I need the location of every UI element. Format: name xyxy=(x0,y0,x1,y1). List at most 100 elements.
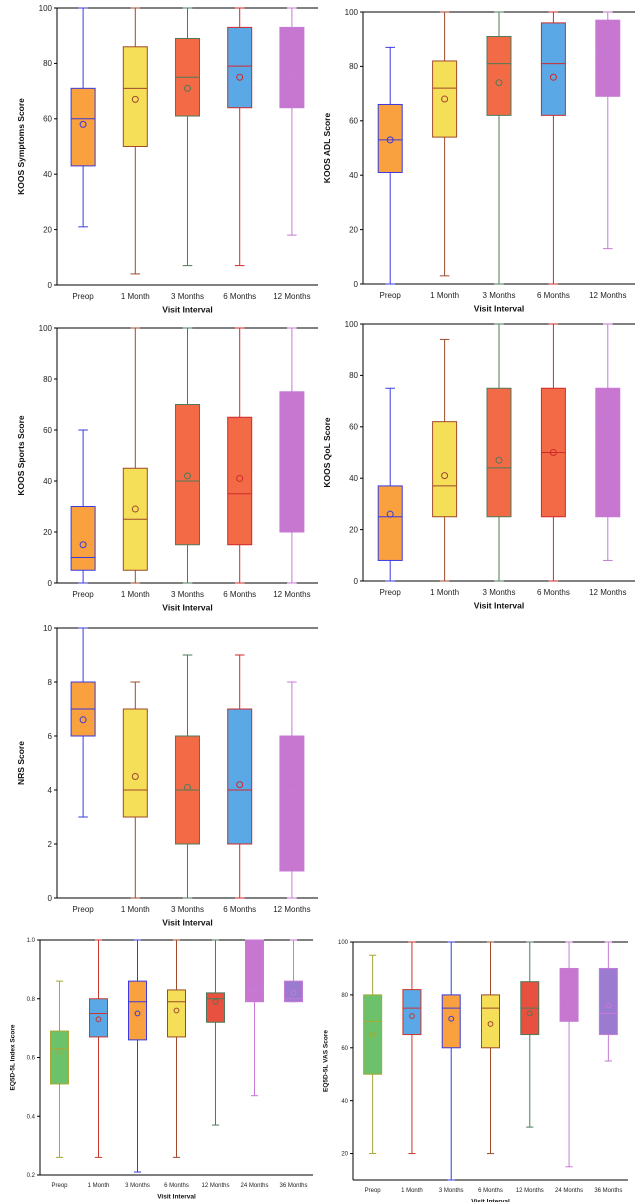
y-tick-label: 60 xyxy=(43,115,52,124)
mean-marker xyxy=(134,1010,141,1017)
mean-marker xyxy=(131,95,139,103)
y-tick-label: 60 xyxy=(341,1046,348,1052)
box-4 xyxy=(167,989,186,1038)
y-tick-label: 20 xyxy=(349,225,358,234)
box-5 xyxy=(206,992,225,1023)
y-axis-label: EQ5D-5L VAS Score xyxy=(322,1030,329,1092)
x-tick-label: 6 Months xyxy=(478,1188,503,1194)
y-axis-label: KOOS ADL Score xyxy=(322,113,332,184)
x-tick-label: 1 Month xyxy=(401,1188,423,1194)
box-2 xyxy=(122,708,148,818)
x-tick-label: 3 Months xyxy=(171,590,204,599)
x-tick-label: 1 Month xyxy=(121,905,150,914)
y-tick-label: 0.4 xyxy=(27,1114,36,1120)
box-2 xyxy=(432,421,458,518)
y-tick-label: 80 xyxy=(349,62,358,71)
chart-panel-2: 0 20 40 60 80 100 Preop 1 Month 3 Months 6 Months… xyxy=(322,8,635,314)
y-tick-label: 60 xyxy=(349,423,358,432)
x-tick-label: Preop xyxy=(380,291,402,300)
x-tick-label: Preop xyxy=(72,590,94,599)
y-tick-label: 6 xyxy=(48,732,53,741)
x-tick-label: 6 Months xyxy=(223,590,256,599)
x-tick-label: 3 Months xyxy=(483,588,516,597)
mean-marker xyxy=(441,95,449,103)
y-axis-label: KOOS Sports Score xyxy=(16,415,26,496)
y-tick-label: 20 xyxy=(341,1152,348,1158)
x-axis-label: Visit Interval xyxy=(162,603,212,613)
x-tick-label: 12 Months xyxy=(516,1188,544,1194)
x-tick-label: Preop xyxy=(380,588,402,597)
y-tick-label: 80 xyxy=(341,993,348,999)
x-tick-label: 24 Months xyxy=(240,1183,268,1189)
x-tick-label: 3 Months xyxy=(125,1183,150,1189)
mean-marker xyxy=(369,1031,376,1038)
mean-marker xyxy=(184,472,191,480)
mean-marker xyxy=(288,789,296,797)
box-3 xyxy=(486,35,512,116)
x-axis-label: Visit Interval xyxy=(471,1199,510,1202)
mean-marker xyxy=(549,73,557,81)
x-tick-label: 24 Months xyxy=(555,1188,583,1194)
y-tick-label: 0.8 xyxy=(27,997,36,1003)
box-6 xyxy=(245,939,264,1003)
mean-marker xyxy=(290,989,297,996)
x-tick-label: Preop xyxy=(365,1188,382,1194)
box-4 xyxy=(540,22,566,116)
x-tick-label: Preop xyxy=(51,1183,68,1189)
box-1 xyxy=(50,1030,69,1085)
x-tick-label: 6 Months xyxy=(223,905,256,914)
y-tick-label: 80 xyxy=(43,59,52,68)
y-tick-label: 20 xyxy=(43,528,52,537)
x-axis-label: Visit Interval xyxy=(474,304,524,314)
x-tick-label: Preop xyxy=(72,905,94,914)
x-tick-label: 1 Month xyxy=(430,291,459,300)
x-tick-label: 3 Months xyxy=(171,905,204,914)
box-2 xyxy=(89,998,108,1038)
box-5 xyxy=(595,19,621,97)
mean-marker xyxy=(79,120,87,128)
y-tick-label: 0 xyxy=(48,894,53,903)
mean-marker xyxy=(236,474,244,482)
y-tick-label: 0.6 xyxy=(27,1056,36,1062)
y-axis-label: EQ5D-5L Index Score xyxy=(9,1024,16,1090)
x-tick-label: 12 Months xyxy=(589,588,626,597)
x-tick-label: 1 Month xyxy=(430,588,459,597)
x-tick-label: 1 Month xyxy=(121,292,150,301)
chart-panel-1: 0 20 40 60 80 100 Preop 1 Month 3 Months 6 Months… xyxy=(16,4,318,315)
x-axis-label: Visit Interval xyxy=(474,601,524,611)
mean-marker xyxy=(604,62,612,70)
mean-marker xyxy=(604,436,612,444)
x-tick-label: 1 Month xyxy=(88,1183,110,1189)
y-tick-label: 80 xyxy=(43,375,52,384)
box-5 xyxy=(595,387,621,518)
y-tick-label: 0 xyxy=(354,577,359,586)
chart-panel-3: 0 20 40 60 80 100 Preop 1 Month 3 Months 6 Months… xyxy=(16,324,318,613)
y-tick-label: 10 xyxy=(43,624,52,633)
mean-marker xyxy=(184,84,191,92)
box-3 xyxy=(175,404,200,546)
y-tick-label: 8 xyxy=(48,678,53,687)
mean-marker xyxy=(131,505,139,513)
chart-panel-5: 0 2 4 6 8 10 Preop 1 Month 3 Months 6 Months 12 Mo… xyxy=(16,624,318,928)
box-1 xyxy=(363,994,383,1075)
mean-marker xyxy=(448,1015,455,1022)
y-tick-label: 60 xyxy=(349,117,358,126)
mean-marker xyxy=(386,510,394,518)
mean-marker xyxy=(95,1016,102,1023)
y-tick-label: 40 xyxy=(341,1099,348,1105)
x-tick-label: Preop xyxy=(72,292,94,301)
box-2 xyxy=(432,60,458,138)
mean-marker xyxy=(495,456,503,464)
x-tick-label: 1 Month xyxy=(121,590,150,599)
box-4 xyxy=(227,708,253,845)
x-tick-label: 12 Months xyxy=(273,590,310,599)
y-tick-label: 80 xyxy=(349,371,358,380)
box-3 xyxy=(128,980,147,1041)
mean-marker xyxy=(288,70,296,78)
box-5 xyxy=(279,735,305,872)
y-tick-label: 1.0 xyxy=(27,938,36,944)
y-tick-label: 0 xyxy=(48,281,53,290)
box-5 xyxy=(279,391,305,533)
box-7 xyxy=(598,967,618,1036)
